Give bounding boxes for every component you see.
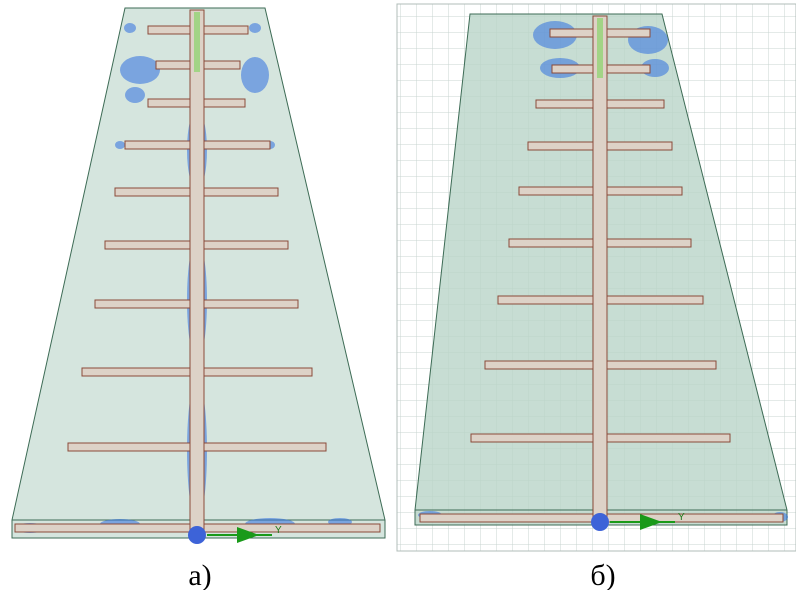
port [188, 526, 206, 544]
figure: Y Y а) б) [0, 0, 796, 590]
feed-line [593, 16, 607, 522]
panel-label: а) [188, 559, 211, 590]
field-blob [120, 56, 160, 84]
panel-a: Y [12, 8, 385, 544]
field-blob [241, 57, 269, 93]
feed-field [597, 18, 603, 78]
feed-line [190, 10, 204, 535]
field-blob [124, 23, 136, 33]
field-blob [249, 23, 261, 33]
axis-label: Y [678, 512, 685, 523]
axis-label: Y [275, 525, 282, 536]
field-blob [115, 141, 125, 149]
feed-field [194, 12, 200, 72]
panel-b: Y [397, 4, 796, 551]
field-blob [125, 87, 145, 103]
panel-label: б) [590, 559, 615, 590]
port [591, 513, 609, 531]
